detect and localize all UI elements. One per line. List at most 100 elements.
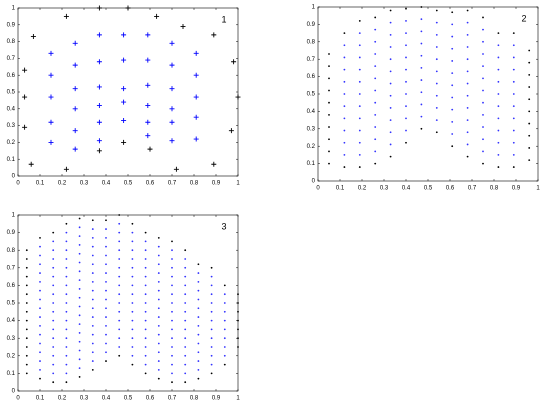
point bbox=[451, 60, 454, 62]
point bbox=[48, 139, 54, 145]
point bbox=[184, 346, 187, 348]
point bbox=[197, 280, 200, 283]
point bbox=[131, 240, 134, 243]
point bbox=[435, 46, 438, 48]
y-tick-label: 0 bbox=[312, 179, 316, 185]
point bbox=[466, 131, 469, 134]
point bbox=[91, 228, 94, 230]
point bbox=[118, 258, 121, 260]
point bbox=[52, 319, 55, 322]
point bbox=[358, 80, 361, 83]
x-tick-label: 0.9 bbox=[212, 396, 221, 402]
x-tick-label: 0.9 bbox=[212, 181, 221, 187]
point bbox=[65, 319, 68, 322]
point bbox=[528, 98, 531, 101]
point bbox=[528, 159, 531, 162]
y-tick-label: 0.4 bbox=[7, 318, 16, 324]
point bbox=[118, 302, 121, 304]
point bbox=[65, 222, 68, 225]
point bbox=[223, 293, 226, 296]
point bbox=[144, 249, 147, 252]
point bbox=[22, 94, 28, 100]
point bbox=[144, 346, 147, 348]
point bbox=[39, 351, 41, 354]
point bbox=[358, 93, 361, 95]
point bbox=[39, 236, 41, 239]
point bbox=[184, 284, 187, 287]
point bbox=[78, 288, 81, 290]
point bbox=[144, 354, 147, 357]
point bbox=[78, 367, 81, 370]
point bbox=[497, 68, 500, 71]
point bbox=[105, 360, 107, 362]
point bbox=[210, 337, 213, 340]
point bbox=[118, 346, 121, 348]
point bbox=[157, 236, 160, 239]
point bbox=[482, 138, 484, 141]
x-tick-label: 0.9 bbox=[512, 186, 521, 192]
point bbox=[210, 302, 213, 304]
point bbox=[157, 368, 160, 371]
y-tick-label: 0.7 bbox=[7, 56, 16, 62]
point bbox=[169, 138, 175, 144]
point bbox=[328, 162, 330, 165]
y-tick-label: 0.3 bbox=[307, 126, 316, 132]
point bbox=[105, 228, 107, 230]
point bbox=[389, 46, 392, 48]
point bbox=[144, 319, 147, 322]
point bbox=[118, 222, 121, 225]
point bbox=[343, 56, 346, 59]
point bbox=[231, 59, 237, 65]
point bbox=[405, 20, 407, 22]
point bbox=[65, 346, 68, 348]
point bbox=[184, 354, 187, 357]
point bbox=[466, 155, 469, 158]
point bbox=[131, 319, 134, 322]
point bbox=[482, 150, 484, 153]
point bbox=[184, 337, 187, 340]
point bbox=[405, 56, 407, 59]
point bbox=[435, 94, 438, 97]
point bbox=[91, 360, 94, 362]
point bbox=[197, 351, 200, 354]
point bbox=[466, 9, 469, 12]
point bbox=[65, 337, 68, 340]
point bbox=[528, 147, 531, 149]
point bbox=[48, 94, 54, 100]
point bbox=[147, 146, 153, 152]
point bbox=[63, 166, 69, 172]
point bbox=[157, 280, 160, 283]
point bbox=[144, 302, 147, 304]
point bbox=[497, 44, 500, 47]
point bbox=[451, 35, 454, 38]
point bbox=[171, 346, 173, 348]
point bbox=[528, 110, 531, 113]
point bbox=[482, 16, 484, 19]
point bbox=[374, 138, 377, 141]
point bbox=[328, 113, 330, 116]
point bbox=[374, 126, 377, 128]
point bbox=[65, 284, 68, 287]
point bbox=[78, 323, 81, 326]
y-tick-label: 0.5 bbox=[7, 301, 16, 307]
x-tick-label: 0.8 bbox=[190, 396, 199, 402]
y-tick-label: 0 bbox=[12, 174, 16, 180]
point bbox=[197, 272, 200, 274]
point bbox=[171, 319, 173, 322]
point bbox=[52, 240, 55, 243]
point bbox=[96, 138, 102, 144]
point bbox=[235, 94, 241, 100]
point bbox=[65, 302, 68, 304]
x-tick-label: 0.5 bbox=[124, 181, 133, 187]
point bbox=[121, 139, 127, 145]
point bbox=[451, 120, 454, 123]
point bbox=[171, 293, 173, 296]
point bbox=[118, 275, 121, 278]
point bbox=[210, 310, 213, 313]
point bbox=[131, 346, 134, 348]
point bbox=[65, 258, 68, 260]
point bbox=[78, 314, 81, 317]
point bbox=[343, 44, 346, 47]
point bbox=[435, 82, 438, 85]
point bbox=[435, 21, 438, 24]
